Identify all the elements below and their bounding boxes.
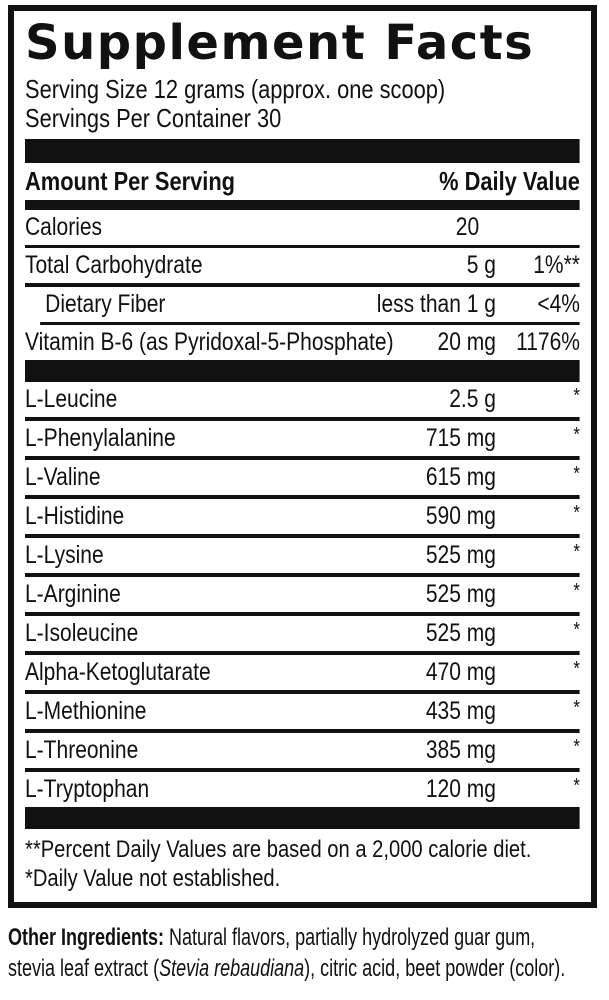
nutrient-name: L-Valine xyxy=(25,463,101,491)
nutrient-daily-value: <4% xyxy=(537,290,580,318)
nutrient-daily-value: * xyxy=(573,424,580,446)
row-separator xyxy=(25,612,580,616)
footnotes: **Percent Daily Values are based on a 2,… xyxy=(25,835,580,893)
other-ingredients: Other Ingredients: Natural flavors, part… xyxy=(8,922,602,984)
other-ingredients-line-2: stevia leaf extract (Stevia rebaudiana),… xyxy=(8,953,602,984)
other-ingredients-botanical-name: Stevia rebaudiana xyxy=(159,955,305,982)
nutrient-daily-value: * xyxy=(573,658,580,680)
nutrient-daily-value: * xyxy=(573,502,580,524)
daily-value-header: % Daily Value xyxy=(439,166,580,196)
other-ingredients-label: Other Ingredients: xyxy=(8,924,165,951)
nutrient-amount: 590 mg xyxy=(425,502,496,530)
other-ingredients-text-3: ), citric acid, beet powder (color). xyxy=(304,955,566,982)
nutrient-row: Vitamin B-6 (as Pyridoxal-5-Phosphate) 20… xyxy=(25,325,580,360)
section-divider-bar xyxy=(25,807,580,829)
nutrient-daily-value: * xyxy=(573,463,580,485)
nutrient-name: L-Lysine xyxy=(25,541,104,569)
nutrient-name: L-Phenylalanine xyxy=(25,424,176,452)
row-separator xyxy=(25,690,580,694)
nutrient-daily-value: * xyxy=(573,580,580,602)
row-separator xyxy=(25,534,580,538)
row-separator xyxy=(25,573,580,577)
row-separator xyxy=(25,245,580,248)
nutrient-daily-value: * xyxy=(573,775,580,797)
nutrient-row: Calories 20 xyxy=(25,210,580,245)
nutrient-daily-value: 1176% xyxy=(516,328,580,356)
nutrient-name: Total Carbohydrate xyxy=(25,251,203,279)
nutrient-name: L-Methionine xyxy=(25,697,147,725)
nutrient-daily-value: * xyxy=(573,697,580,719)
nutrient-row: L-Leucine 2.5 g * xyxy=(25,382,580,417)
nutrient-amount: 20 mg xyxy=(437,328,496,356)
other-ingredients-text-2: stevia leaf extract ( xyxy=(8,955,160,982)
nutrient-amount: 525 mg xyxy=(425,580,496,608)
row-separator xyxy=(25,456,580,460)
nutrient-row: L-Threonine 385 mg * xyxy=(25,733,580,768)
footnote-not-established: *Daily Value not established. xyxy=(25,865,281,892)
nutrient-amount: 470 mg xyxy=(425,658,496,686)
nutrient-daily-value: 1%** xyxy=(533,251,580,279)
header-divider-bar xyxy=(25,139,580,163)
nutrient-row: L-Phenylalanine 715 mg * xyxy=(25,421,580,456)
section-divider-bar xyxy=(25,360,580,382)
nutrient-name: Dietary Fiber xyxy=(45,290,166,318)
nutrient-name: L-Threonine xyxy=(25,736,139,764)
nutrient-daily-value: * xyxy=(573,385,580,407)
nutrient-row: L-Isoleucine 525 mg * xyxy=(25,616,580,651)
panel-title: Supplement Facts xyxy=(25,15,535,71)
footnote-daily-values: **Percent Daily Values are based on a 2,… xyxy=(25,836,532,863)
nutrient-row: L-Histidine 590 mg * xyxy=(25,499,580,534)
column-header-row: Amount Per Serving % Daily Value xyxy=(25,163,580,200)
supplement-facts-panel: Supplement Facts Serving Size 12 grams (… xyxy=(8,5,597,908)
column-header-divider-bar xyxy=(25,200,580,210)
nutrient-row: L-Lysine 525 mg * xyxy=(25,538,580,573)
nutrient-rows: Calories 20 Total Carbohydrate 5 g 1%** Dieta… xyxy=(25,210,580,829)
nutrient-row: Total Carbohydrate 5 g 1%** xyxy=(25,248,580,283)
row-separator xyxy=(25,729,580,733)
nutrient-name: L-Isoleucine xyxy=(25,619,139,647)
nutrient-amount: 525 mg xyxy=(425,541,496,569)
nutrient-name: L-Tryptophan xyxy=(25,775,150,803)
row-separator xyxy=(25,417,580,421)
nutrient-name: L-Leucine xyxy=(25,385,118,413)
row-separator xyxy=(25,768,580,772)
nutrient-row: L-Tryptophan 120 mg * xyxy=(25,772,580,807)
nutrient-daily-value: * xyxy=(573,736,580,758)
nutrient-amount: less than 1 g xyxy=(376,290,496,318)
other-ingredients-line-1: Other Ingredients: Natural flavors, part… xyxy=(8,922,602,953)
nutrient-name: L-Arginine xyxy=(25,580,121,608)
nutrient-daily-value: * xyxy=(573,619,580,641)
nutrient-amount: 5 g xyxy=(466,251,496,279)
row-separator xyxy=(25,651,580,655)
nutrient-amount: 715 mg xyxy=(425,424,496,452)
nutrient-amount: 385 mg xyxy=(425,736,496,764)
nutrient-row: L-Methionine 435 mg * xyxy=(25,694,580,729)
nutrient-row: L-Arginine 525 mg * xyxy=(25,577,580,612)
nutrient-name: Alpha-Ketoglutarate xyxy=(25,658,211,686)
nutrient-amount: 435 mg xyxy=(425,697,496,725)
nutrient-amount: 20 xyxy=(455,213,480,241)
nutrient-row: Alpha-Ketoglutarate 470 mg * xyxy=(25,655,580,690)
nutrient-name: Vitamin B-6 (as Pyridoxal-5-Phosphate) xyxy=(25,328,394,356)
nutrient-name: L-Histidine xyxy=(25,502,125,530)
nutrient-row: L-Valine 615 mg * xyxy=(25,460,580,495)
serving-size-text: Serving Size 12 grams (approx. one scoop… xyxy=(25,74,446,104)
nutrient-amount: 615 mg xyxy=(425,463,496,491)
other-ingredients-text-1: Natural flavors, partially hydrolyzed gu… xyxy=(164,924,536,951)
amount-per-serving-header: Amount Per Serving xyxy=(25,166,236,196)
row-separator xyxy=(25,495,580,499)
nutrient-name: Calories xyxy=(25,213,103,241)
nutrient-amount: 2.5 g xyxy=(449,385,496,413)
servings-per-container-text: Servings Per Container 30 xyxy=(25,103,282,133)
nutrient-daily-value: * xyxy=(573,541,580,563)
panel-body: Serving Size 12 grams (approx. one scoop… xyxy=(25,75,580,893)
nutrient-amount: 120 mg xyxy=(425,775,496,803)
nutrient-amount: 525 mg xyxy=(425,619,496,647)
nutrient-row: Dietary Fiber less than 1 g <4% xyxy=(25,287,580,322)
row-separator xyxy=(40,322,580,325)
row-separator xyxy=(25,283,580,287)
